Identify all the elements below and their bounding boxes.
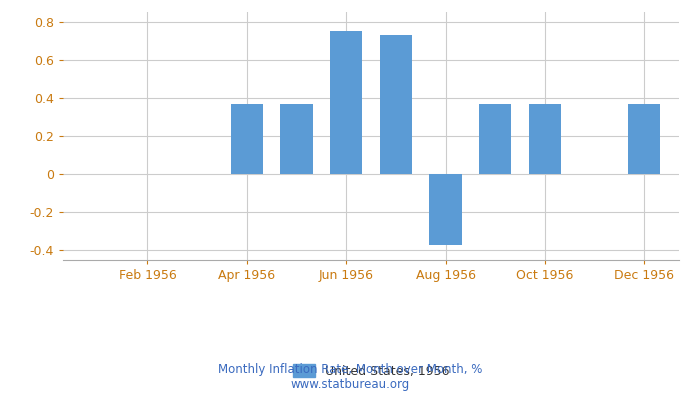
- Bar: [379, 35, 412, 174]
- Bar: [280, 104, 313, 174]
- Bar: [479, 104, 511, 174]
- Bar: [429, 174, 462, 245]
- Bar: [231, 104, 263, 174]
- Legend: United States, 1956: United States, 1956: [288, 359, 454, 383]
- Bar: [330, 31, 363, 174]
- Bar: [628, 104, 660, 174]
- Bar: [528, 104, 561, 174]
- Text: www.statbureau.org: www.statbureau.org: [290, 378, 410, 391]
- Text: Monthly Inflation Rate, Month over Month, %: Monthly Inflation Rate, Month over Month…: [218, 364, 482, 376]
